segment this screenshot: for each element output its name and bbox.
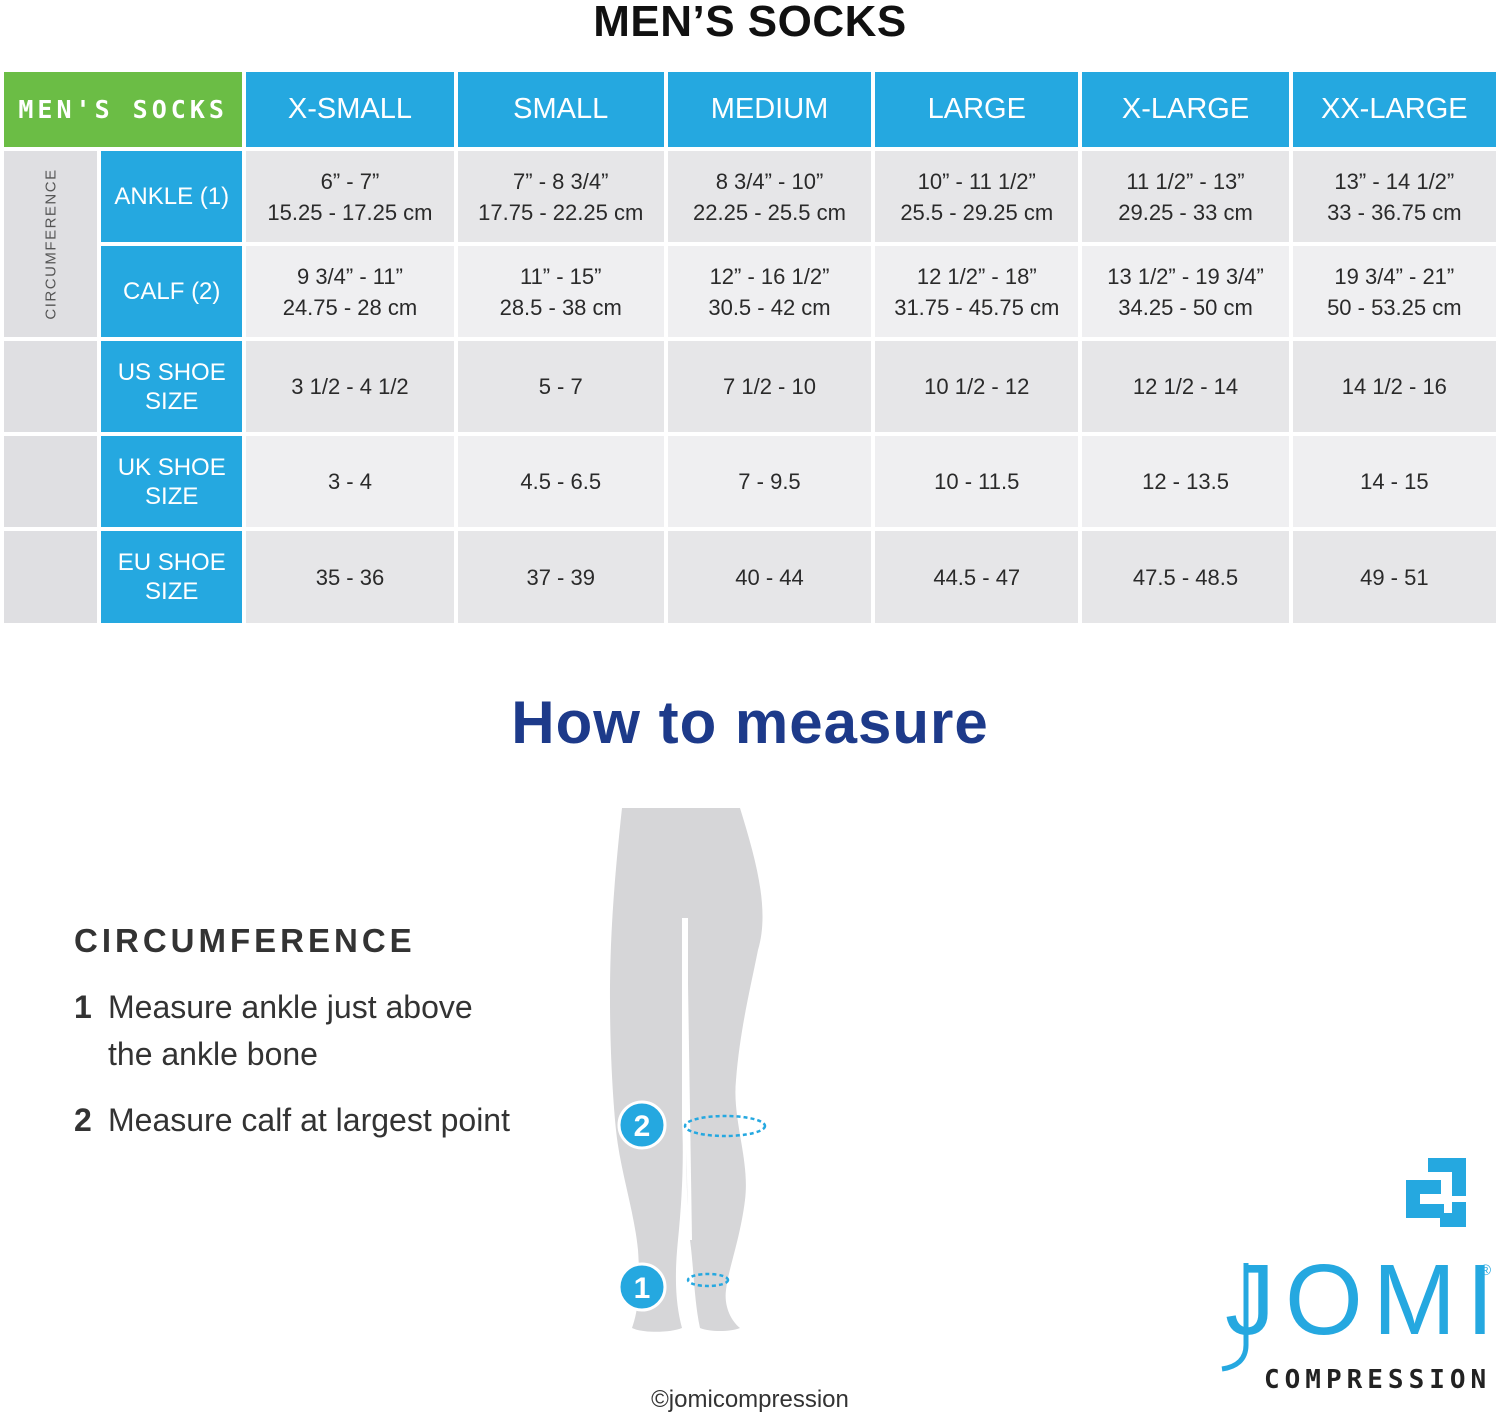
size-header: SMALL <box>457 72 664 147</box>
step-text: Measure calf at largest point <box>108 1102 510 1138</box>
table-cell: 19 3/4” - 21” 50 - 53.25 cm <box>1292 246 1496 337</box>
page-title: MEN’S SOCKS <box>593 0 907 46</box>
corner-label: MEN'S SOCKS <box>4 72 243 147</box>
table-row-us-shoe: US SHOE SIZE 3 1/2 - 4 1/2 5 - 7 7 1/2 - … <box>4 341 1496 432</box>
row-header-ankle: ANKLE (1) <box>101 151 243 242</box>
table-cell: 37 - 39 <box>457 531 664 623</box>
step-text: Measure ankle just above the ankle bone <box>108 989 473 1072</box>
group-spacer-cell <box>4 531 98 623</box>
logo-swoosh <box>1221 1263 1249 1372</box>
table-cell: 10 - 11.5 <box>875 436 1079 527</box>
step-number: 2 <box>74 1102 92 1138</box>
table-cell: 49 - 51 <box>1292 531 1496 623</box>
left-leg-shape <box>610 808 763 1332</box>
ankle-marker-badge: 1 <box>617 1262 667 1312</box>
table-cell: 10 1/2 - 12 <box>875 341 1079 432</box>
table-cell: 12 - 13.5 <box>1082 436 1289 527</box>
registered-mark: ® <box>1480 1262 1492 1279</box>
row-header-uk-shoe: UK SHOE SIZE <box>101 436 243 527</box>
row-header-us-shoe: US SHOE SIZE <box>101 341 243 432</box>
table-cell: 12 1/2” - 18” 31.75 - 45.75 cm <box>875 246 1079 337</box>
table-cell: 6” - 7” 15.25 - 17.25 cm <box>246 151 454 242</box>
table-cell: 9 3/4” - 11” 24.75 - 28 cm <box>246 246 454 337</box>
marker-1-label: 1 <box>634 1272 651 1305</box>
table-cell: 44.5 - 47 <box>875 531 1079 623</box>
circumference-group-label: CIRCUMFERENCE <box>42 168 60 320</box>
table-cell: 11” - 15” 28.5 - 38 cm <box>457 246 664 337</box>
how-to-measure-title: How to measure <box>511 689 989 756</box>
medical-cross-icon <box>1406 1158 1466 1227</box>
table-cell: 11 1/2” - 13” 29.25 - 33 cm <box>1082 151 1289 242</box>
instruction-step-2: 2 Measure calf at largest point <box>74 1097 554 1144</box>
table-cell: 5 - 7 <box>457 341 664 432</box>
size-header: X-LARGE <box>1082 72 1289 147</box>
table-cell: 13” - 14 1/2” 33 - 36.75 cm <box>1292 151 1496 242</box>
calf-measure-ring <box>683 1114 767 1138</box>
size-header: X-SMALL <box>246 72 454 147</box>
step-number: 1 <box>74 989 92 1025</box>
row-header-eu-shoe: EU SHOE SIZE <box>101 531 243 623</box>
table-cell: 7 - 9.5 <box>667 436 872 527</box>
table-cell: 13 1/2” - 19 3/4” 34.25 - 50 cm <box>1082 246 1289 337</box>
marker-2-label: 2 <box>634 1110 651 1143</box>
table-row-calf: CALF (2) 9 3/4” - 11” 24.75 - 28 cm 11” -… <box>4 246 1496 337</box>
legs-illustration: 2 1 <box>610 808 767 1332</box>
table-row-eu-shoe: EU SHOE SIZE 35 - 36 37 - 39 40 - 44 44.5… <box>4 531 1496 623</box>
table-cell: 35 - 36 <box>246 531 454 623</box>
header-row: MEN'S SOCKS X-SMALL SMALL MEDIUM LARGE X… <box>4 72 1496 147</box>
instruction-step-1: 1 Measure ankle just above the ankle bone <box>74 984 534 1078</box>
table-cell: 3 1/2 - 4 1/2 <box>246 341 454 432</box>
table-cell: 14 1/2 - 16 <box>1292 341 1496 432</box>
size-chart-table: MEN'S SOCKS X-SMALL SMALL MEDIUM LARGE X… <box>0 68 1500 627</box>
table-cell: 12” - 16 1/2” 30.5 - 42 cm <box>667 246 872 337</box>
table-row-ankle: CIRCUMFERENCE ANKLE (1) 6” - 7” 15.25 - 1… <box>4 151 1496 337</box>
leg-gap-line <box>683 919 692 1241</box>
table-cell: 10” - 11 1/2” 25.5 - 29.25 cm <box>875 151 1079 242</box>
table-cell: 4.5 - 6.5 <box>457 436 664 527</box>
table-cell: 7” - 8 3/4” 17.75 - 22.25 cm <box>457 151 664 242</box>
calf-marker-badge: 2 <box>617 1100 667 1150</box>
circumference-group-cell: CIRCUMFERENCE <box>4 151 98 337</box>
table-cell: 47.5 - 48.5 <box>1082 531 1289 623</box>
size-header: MEDIUM <box>667 72 872 147</box>
row-header-calf: CALF (2) <box>101 246 243 337</box>
table-cell: 14 - 15 <box>1292 436 1496 527</box>
circumference-heading: CIRCUMFERENCE <box>74 922 416 959</box>
brand-subtitle: COMPRESSION <box>1264 1365 1492 1395</box>
table-cell: 40 - 44 <box>667 531 872 623</box>
table-cell: 7 1/2 - 10 <box>667 341 872 432</box>
group-spacer-cell <box>4 341 98 432</box>
table-row-uk-shoe: UK SHOE SIZE 3 - 4 4.5 - 6.5 7 - 9.5 10 -… <box>4 436 1496 527</box>
brand-name: JOMI <box>1225 1244 1500 1356</box>
table-cell: 12 1/2 - 14 <box>1082 341 1289 432</box>
size-header: XX-LARGE <box>1292 72 1496 147</box>
size-header: LARGE <box>875 72 1079 147</box>
brand-logo <box>1221 1158 1466 1372</box>
table-cell: 8 3/4” - 10” 22.25 - 25.5 cm <box>667 151 872 242</box>
copyright-text: ©jomicompression <box>651 1386 849 1413</box>
table-cell: 3 - 4 <box>246 436 454 527</box>
ankle-measure-ring <box>686 1272 730 1288</box>
group-spacer-cell <box>4 436 98 527</box>
